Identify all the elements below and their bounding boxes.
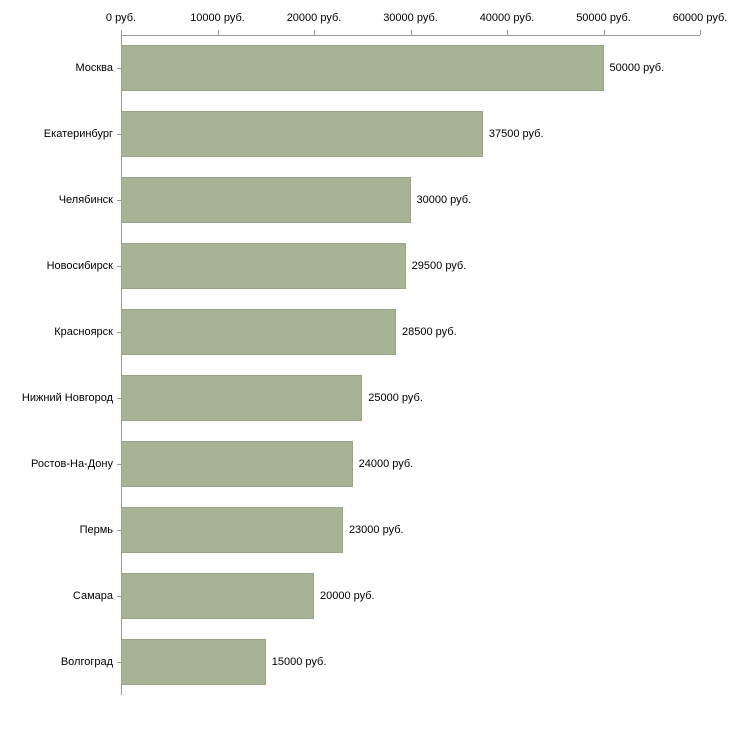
x-axis-tick-label: 30000 руб. [383, 12, 438, 24]
x-axis-tick-label: 0 руб. [105, 12, 137, 24]
y-axis-tick [117, 68, 121, 69]
category-label: Красноярск [54, 326, 113, 338]
x-axis-tick-label: 20000 руб. [286, 12, 342, 24]
value-label: 20000 руб. [319, 590, 375, 602]
x-axis-tick [410, 30, 412, 35]
x-axis-tick [700, 30, 701, 35]
bar-row: Нижний Новгород 25000 руб. [0, 365, 730, 431]
y-axis-tick [117, 530, 121, 531]
bar-row: Пермь 23000 руб. [0, 497, 730, 563]
value-label: 28500 руб. [402, 326, 457, 338]
x-axis-tick [121, 30, 122, 35]
x-axis-tick [314, 30, 315, 35]
bar-row: Новосибирск 29500 руб. [0, 233, 730, 299]
value-label: 15000 руб. [271, 656, 327, 668]
x-axis-tick [217, 30, 219, 35]
bar [121, 309, 397, 355]
bar-track: 37500 руб. [121, 111, 700, 157]
bar [121, 441, 353, 487]
category-label: Волгоград [60, 656, 113, 668]
y-axis-tick [117, 398, 121, 399]
bar-row: Екатеринбург 37500 руб. [0, 101, 730, 167]
x-axis-tick-label: 40000 руб. [479, 12, 535, 24]
bar-track: 30000 руб. [121, 177, 700, 223]
y-axis-tick [117, 266, 121, 267]
bar [121, 639, 266, 685]
category-label: Ростов-На-Дону [30, 458, 113, 470]
bar-track: 29500 руб. [121, 243, 700, 289]
value-label: 29500 руб. [411, 260, 467, 272]
bar-row: Красноярск 28500 руб. [0, 299, 730, 365]
x-axis-tick [603, 30, 605, 35]
x-axis-tick-label: 60000 руб. [672, 12, 728, 24]
bar-row: Москва 50000 руб. [0, 35, 730, 101]
y-axis-tick [117, 596, 121, 597]
bar-track: 24000 руб. [121, 441, 700, 487]
bar-row: Самара 20000 руб. [0, 563, 730, 629]
bar-row: Ростов-На-Дону 24000 руб. [0, 431, 730, 497]
category-label: Самара [72, 590, 113, 602]
bar-track: 28500 руб. [121, 309, 700, 355]
bar-track: 15000 руб. [121, 639, 700, 685]
value-label: 25000 руб. [368, 392, 423, 404]
bar-track: 50000 руб. [121, 45, 700, 91]
y-axis-tick [117, 134, 121, 135]
bar [121, 111, 483, 157]
bar-row: Волгоград 15000 руб. [0, 629, 730, 695]
value-label: 30000 руб. [416, 194, 472, 206]
category-label: Новосибирск [46, 260, 113, 272]
bar [121, 45, 604, 91]
y-axis-tick [117, 200, 121, 201]
y-axis-tick [117, 662, 121, 663]
y-axis-tick [117, 332, 121, 333]
category-label: Екатеринбург [43, 128, 113, 140]
bar [121, 375, 363, 421]
x-axis-tick-label: 50000 руб. [576, 12, 631, 24]
bar-track: 20000 руб. [121, 573, 700, 619]
value-label: 24000 руб. [358, 458, 414, 470]
bar-track: 23000 руб. [121, 507, 700, 553]
bar [121, 573, 314, 619]
value-label: 37500 руб. [488, 128, 544, 140]
bar-rows: Москва 50000 руб. Екатеринбург 37500 руб. Че… [0, 35, 730, 695]
category-label: Челябинск [58, 194, 113, 206]
bar-row: Челябинск 30000 руб. [0, 167, 730, 233]
value-label: 23000 руб. [348, 524, 404, 536]
x-axis-tick-label: 10000 руб. [190, 12, 245, 24]
category-label: Москва [75, 62, 113, 74]
bar [121, 177, 411, 223]
bar [121, 243, 406, 289]
category-label: Нижний Новгород [21, 392, 113, 404]
category-label: Пермь [79, 524, 113, 536]
bar-track: 25000 руб. [121, 375, 700, 421]
value-label: 50000 руб. [609, 62, 665, 74]
bar [121, 507, 343, 553]
x-axis: 0 руб. 10000 руб. 20000 руб. 30000 руб. 4000… [0, 0, 730, 35]
y-axis-tick [117, 464, 121, 465]
x-axis-tick [507, 30, 508, 35]
